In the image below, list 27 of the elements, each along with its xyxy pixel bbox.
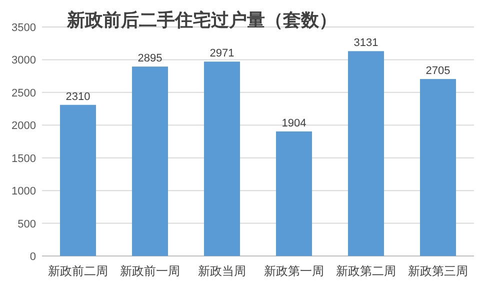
y-tick-label: 3500 (12, 22, 36, 34)
x-tick-label: 新政第二周 (336, 264, 396, 278)
y-tick-label: 500 (18, 218, 36, 230)
x-tick-label: 新政当周 (198, 264, 246, 278)
data-label: 2895 (138, 52, 162, 65)
x-tick-label: 新政第一周 (264, 264, 324, 278)
y-tick-label: 1000 (12, 186, 36, 198)
y-tick-label: 1500 (12, 152, 36, 165)
bar (420, 79, 456, 256)
data-label: 2705 (426, 65, 450, 78)
y-tick-label: 2000 (12, 120, 36, 132)
bar (60, 104, 96, 256)
x-tick-label: 新政前一周 (120, 264, 180, 278)
chart-title: 新政前后二手住宅过户量（套数） (66, 10, 337, 30)
y-tick-label: 2500 (12, 87, 36, 100)
bar (348, 51, 384, 256)
bar (276, 131, 312, 256)
data-label: 2971 (210, 48, 234, 60)
y-tick-label: 3000 (12, 54, 36, 67)
bar (204, 62, 240, 256)
x-tick-label: 新政前二周 (48, 264, 108, 278)
data-label: 3131 (354, 37, 378, 50)
data-label: 1904 (282, 117, 306, 130)
y-tick-label: 0 (30, 251, 36, 263)
data-label: 2310 (66, 90, 90, 103)
x-tick-label: 新政第三周 (408, 264, 468, 278)
bar (132, 66, 168, 256)
